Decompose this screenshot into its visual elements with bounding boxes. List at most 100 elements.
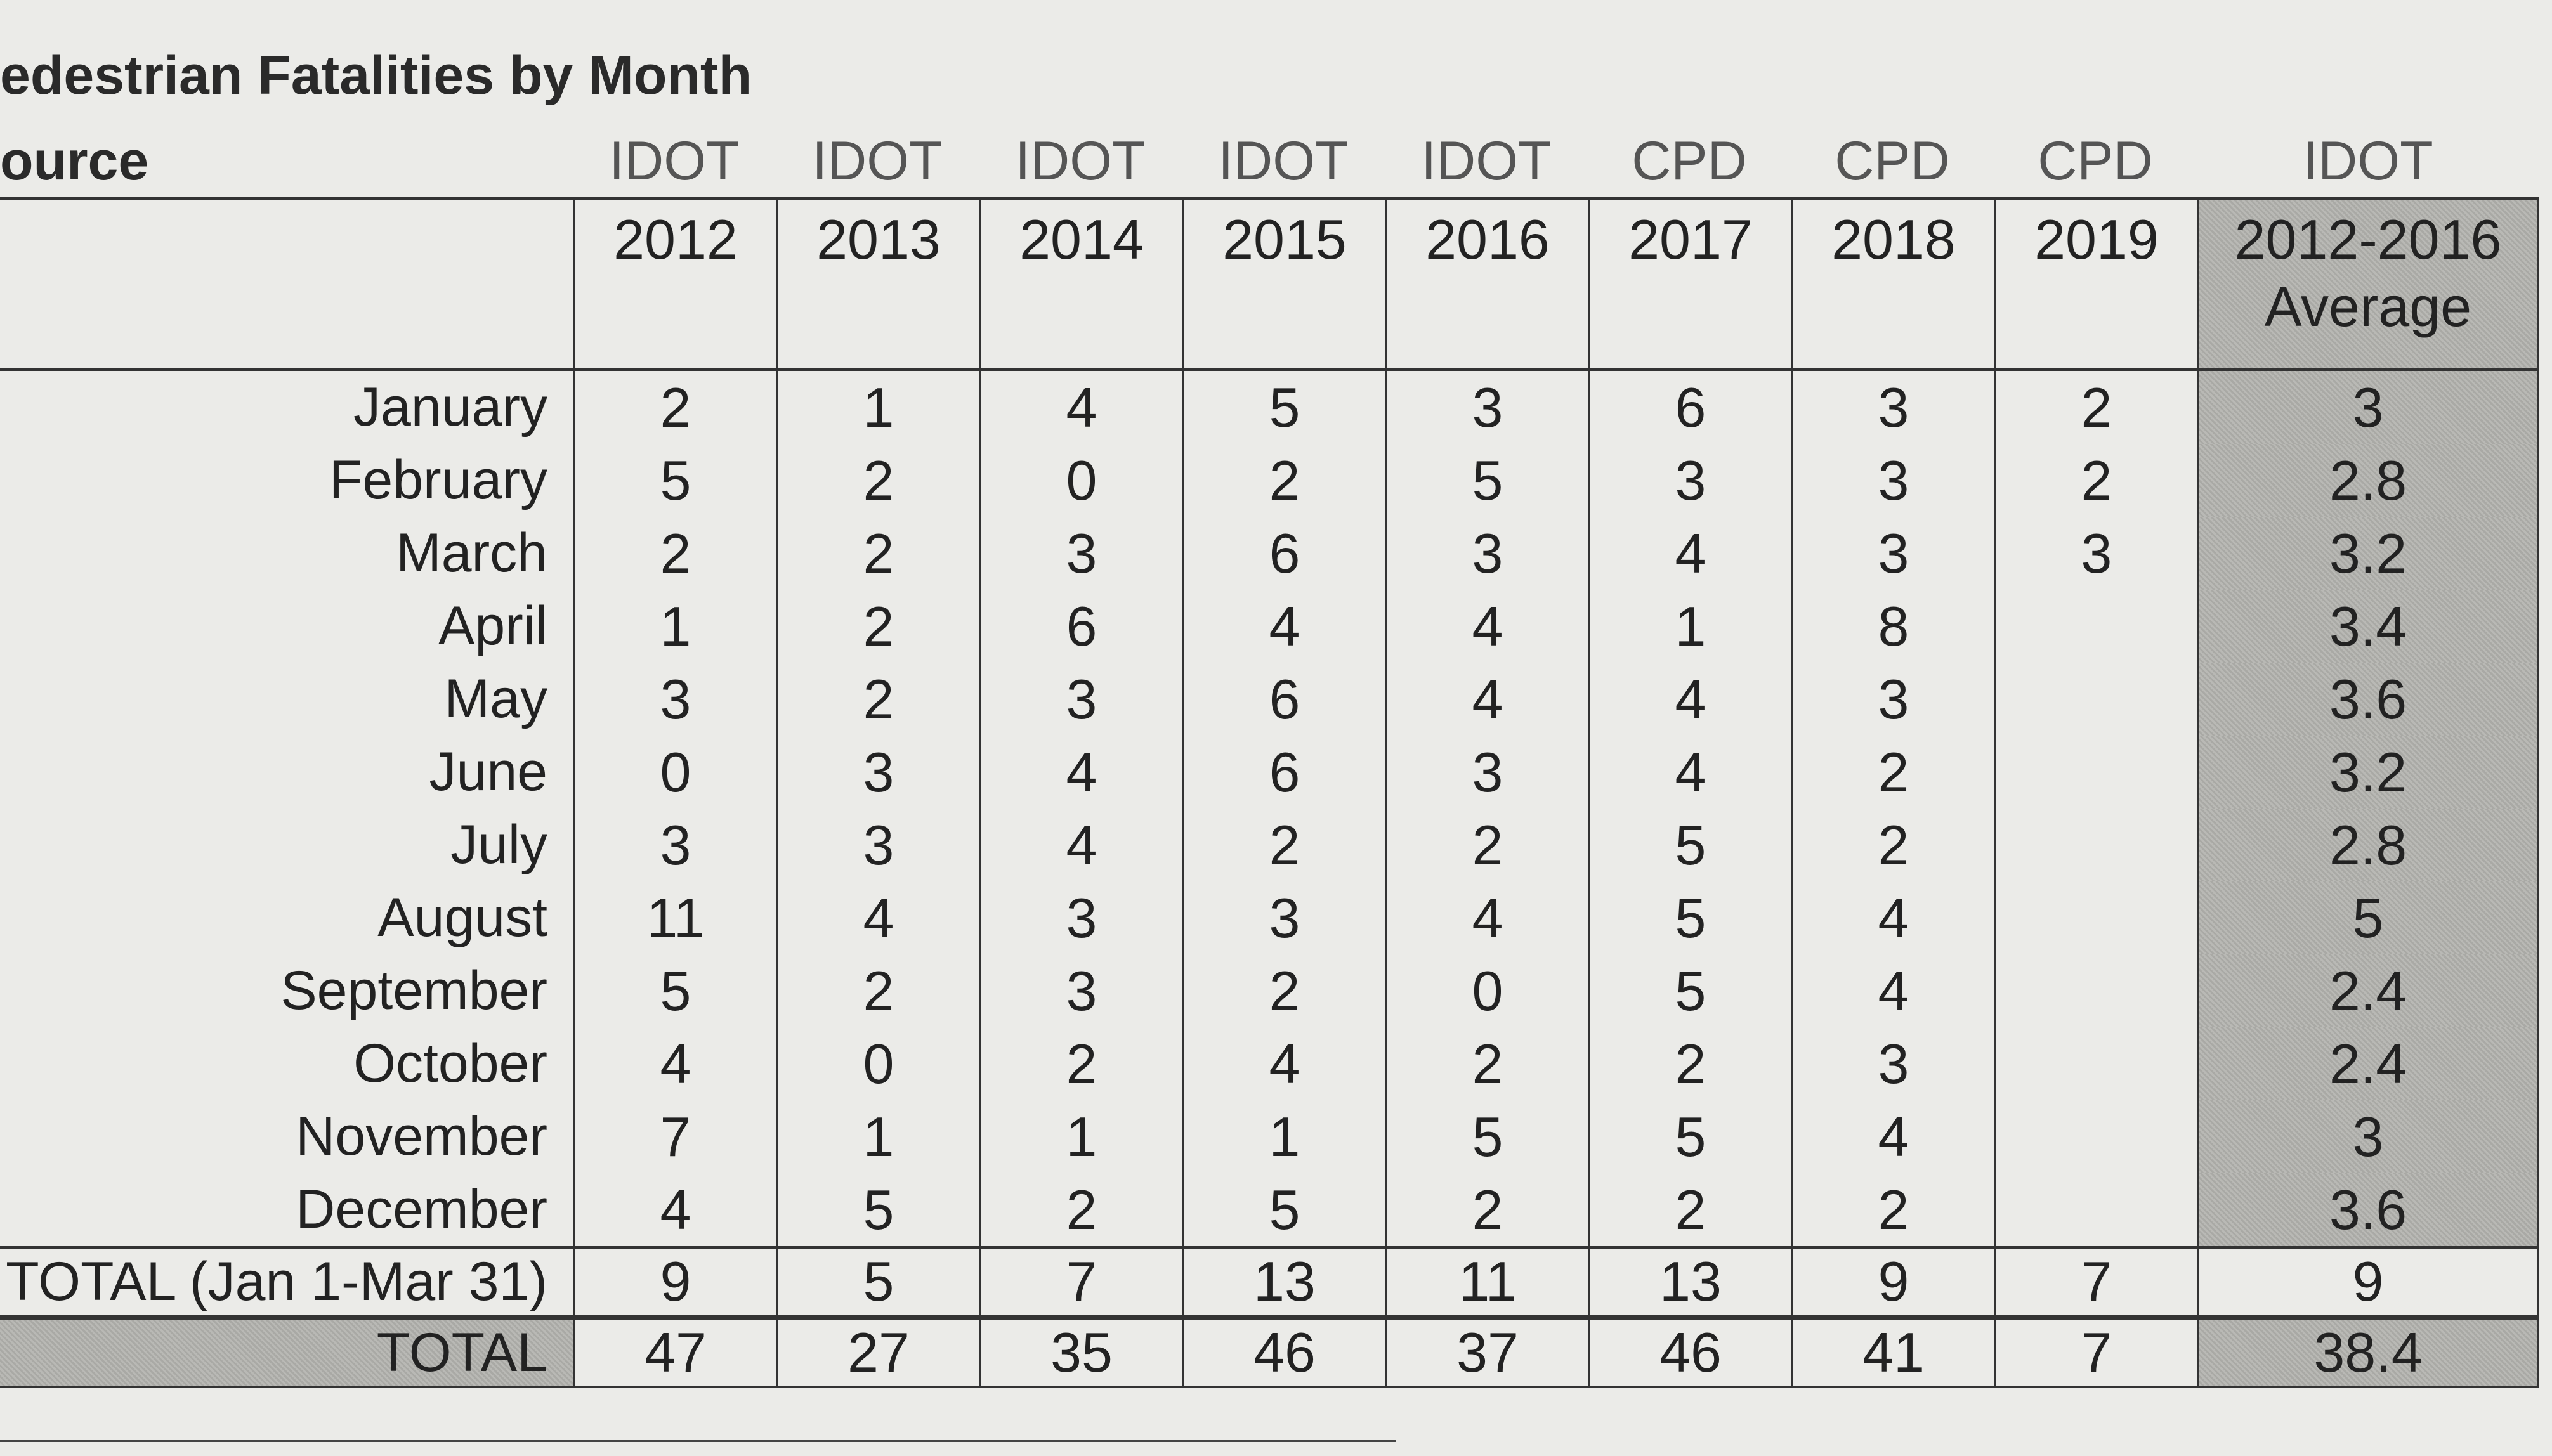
cell-value: 4: [1791, 1100, 1994, 1173]
cell-value: 3: [1791, 1027, 1994, 1100]
column-header: 2018: [1791, 197, 1994, 371]
cell-value: 3: [979, 881, 1182, 954]
total-value: 7: [1994, 1246, 2197, 1317]
cell-value: 3: [1385, 517, 1588, 590]
column-source: CPD: [1632, 131, 1747, 192]
cell-value: 2: [573, 517, 776, 590]
total-value: 47: [573, 1317, 776, 1388]
cell-value: 0: [1385, 954, 1588, 1027]
column-source: CPD: [1835, 131, 1950, 192]
empty-cell: [1994, 1100, 2197, 1173]
empty-cell: [1994, 1027, 2197, 1100]
empty-cell: [1994, 809, 2197, 881]
row-label: January: [353, 377, 547, 438]
total-value: 9: [1791, 1246, 1994, 1317]
total-value: 46: [1588, 1317, 1791, 1388]
cell-value: 4: [979, 371, 1182, 444]
cell-value: 3.2: [2197, 736, 2539, 809]
cell-value: 2: [1385, 1027, 1588, 1100]
cell-value: 5: [1182, 1173, 1385, 1246]
cell-value: 4: [979, 809, 1182, 881]
cell-value: 1: [776, 1100, 979, 1173]
cell-value: 4: [573, 1027, 776, 1100]
cell-value: 4: [1385, 881, 1588, 954]
cell-value: 2: [1385, 1173, 1588, 1246]
cell-value: 3: [776, 736, 979, 809]
cell-value: 6: [979, 590, 1182, 663]
column-source: IDOT: [1218, 131, 1349, 192]
source-label: ource: [0, 131, 149, 192]
cell-value: 3: [776, 809, 979, 881]
cell-value: 3: [1791, 517, 1994, 590]
row-label: April: [438, 595, 547, 656]
row-label: July: [450, 814, 547, 875]
cell-value: 3.6: [2197, 1173, 2539, 1246]
row-label: August: [377, 887, 547, 948]
total-value: 9: [573, 1246, 776, 1317]
column-source: IDOT: [1015, 131, 1146, 192]
total-value: 37: [1385, 1317, 1588, 1388]
row-label: March: [396, 523, 547, 583]
cell-value: 2: [776, 954, 979, 1027]
cell-value: 2: [1182, 809, 1385, 881]
cell-value: 4: [1588, 736, 1791, 809]
column-header: 2016: [1385, 197, 1588, 371]
cell-value: 6: [1182, 663, 1385, 736]
cell-value: 5: [1385, 1100, 1588, 1173]
total-value: 9: [2197, 1246, 2539, 1317]
empty-cell: [1994, 663, 2197, 736]
cell-value: 5: [1588, 1100, 1791, 1173]
cell-value: 3: [1791, 371, 1994, 444]
cell-value: 7: [573, 1100, 776, 1173]
cell-value: 2: [1182, 954, 1385, 1027]
column-source: IDOT: [812, 131, 943, 192]
cell-value: 6: [1182, 736, 1385, 809]
empty-cell: [1994, 881, 2197, 954]
cell-value: 4: [573, 1173, 776, 1246]
fatalities-table: ource IDOT IDOT IDOT IDOT IDOT CPD CPD CPD IDOT 20…: [0, 127, 2539, 1388]
total-label: TOTAL: [0, 1317, 573, 1388]
cell-value: 2.4: [2197, 954, 2539, 1027]
cell-value: 5: [2197, 881, 2539, 954]
cell-value: 3: [1385, 736, 1588, 809]
cell-value: 4: [1182, 590, 1385, 663]
total-value: 46: [1182, 1317, 1385, 1388]
empty-cell: [1994, 954, 2197, 1027]
cell-value: 4: [1385, 663, 1588, 736]
row-label: June: [429, 741, 548, 802]
cell-value: 4: [776, 881, 979, 954]
cell-value: 1: [1182, 1100, 1385, 1173]
empty-cell: [1994, 1173, 2197, 1246]
cell-value: 2: [1791, 736, 1994, 809]
column-source: IDOT: [1421, 131, 1552, 192]
rule: [0, 1440, 1396, 1442]
cell-value: 3: [1791, 663, 1994, 736]
row-label: September: [280, 960, 547, 1021]
header-blank: [0, 197, 573, 371]
cell-value: 6: [1588, 371, 1791, 444]
cell-value: 2.8: [2197, 809, 2539, 881]
row-label: November: [296, 1106, 547, 1167]
cell-value: 3: [1385, 371, 1588, 444]
cell-value: 5: [1385, 444, 1588, 517]
cell-value: 3.4: [2197, 590, 2539, 663]
cell-value: 0: [776, 1027, 979, 1100]
cell-value: 3: [1994, 517, 2197, 590]
column-header: 2012-2016 Average: [2197, 197, 2539, 371]
cell-value: 4: [1588, 663, 1791, 736]
cell-value: 3: [1588, 444, 1791, 517]
cell-value: 4: [1385, 590, 1588, 663]
row-label: December: [296, 1179, 547, 1240]
total-value: 7: [979, 1246, 1182, 1317]
empty-cell: [1994, 590, 2197, 663]
cell-value: 4: [979, 736, 1182, 809]
cell-value: 2: [1588, 1173, 1791, 1246]
row-label: October: [353, 1033, 547, 1094]
total-value: 13: [1182, 1246, 1385, 1317]
cell-value: 2: [776, 663, 979, 736]
cell-value: 1: [979, 1100, 1182, 1173]
cell-value: 2: [979, 1027, 1182, 1100]
cell-value: 2: [979, 1173, 1182, 1246]
cell-value: 3: [1791, 444, 1994, 517]
cell-value: 5: [1588, 954, 1791, 1027]
